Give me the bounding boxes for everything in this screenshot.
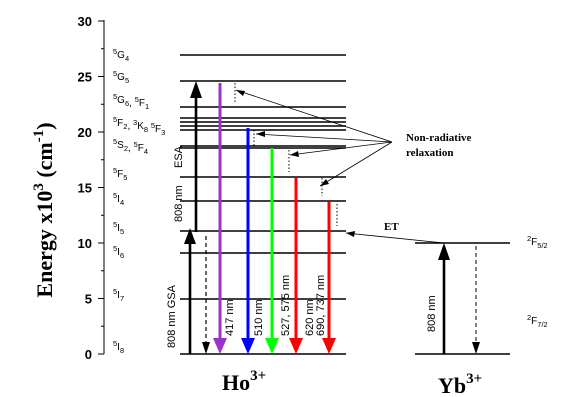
yb-return-arrowhead: [472, 342, 480, 354]
gsa-arrowhead: [184, 228, 196, 244]
et-arrow: [345, 232, 445, 244]
pointer-head: [236, 90, 245, 96]
nonrad-pointer-heads: [236, 90, 329, 186]
esa-wavelength-label: 808 nm: [173, 185, 185, 222]
yb-lower-term: 2F7/2: [527, 313, 548, 329]
y-tick-label: 30: [78, 14, 92, 29]
ho-energy-levels: [180, 54, 346, 355]
esa-arrowhead: [190, 81, 202, 98]
ho-level-label: 5I4: [113, 191, 124, 207]
emission-arrowhead: [241, 338, 255, 354]
y-tick-label: 25: [78, 70, 92, 85]
nonrad-pointer: [255, 133, 393, 143]
yb-ion-label: Yb3+: [438, 371, 482, 397]
esa-label: ESA: [173, 145, 185, 168]
nonrad-pointers: [235, 89, 393, 187]
ho-level-label: 5F2, 3K8 5F3: [113, 115, 165, 137]
ho-level-label: 5F5: [113, 166, 127, 182]
emission-arrowhead: [265, 338, 279, 354]
y-tick-label: 20: [78, 125, 92, 140]
emission-arrowhead: [289, 338, 303, 354]
yb-upper-term: 2F5/2: [527, 234, 548, 250]
emission-arrows: 417 nm 510 nm 527, 575 nm 620 nm 690, 737 nm: [213, 83, 336, 354]
ho-level-label: 5S2, 5F4: [113, 137, 148, 156]
ho-level-label: 5G6, 5F1: [113, 92, 149, 111]
emission-label: 690, 737 nm: [315, 275, 327, 336]
emission-label: 417 nm: [224, 299, 236, 336]
emission-label: 527, 575 nm: [280, 275, 292, 336]
et-label: ET: [384, 221, 399, 233]
nonrad-label-line1: Non-radiative: [406, 132, 472, 144]
y-axis-ticks: 0 5 10 15 20 25 30: [78, 14, 104, 362]
emission-label: 620 nm: [304, 299, 316, 336]
gsa-label: 808 nm GSA: [166, 284, 178, 348]
emission-label: 510 nm: [253, 299, 265, 336]
ho-level-label: 5G5: [113, 69, 129, 85]
nonradiative-steps: [234, 83, 338, 226]
pointer-head: [256, 131, 265, 137]
y-tick-label: 5: [85, 292, 92, 307]
ho-ion-label: Ho3+: [222, 368, 266, 395]
pointer-head: [320, 179, 329, 186]
ho-level-label: 5I8: [113, 339, 124, 355]
ho-level-label: 5I5: [113, 220, 124, 236]
ho-level-label: 5I7: [113, 287, 124, 303]
emission-arrowhead: [213, 338, 227, 354]
nonrad-pointer: [319, 141, 393, 187]
ho-level-label: 5I6: [113, 244, 124, 260]
gsa-return-arrowhead: [202, 342, 210, 354]
yb-pump-arrowhead: [438, 243, 450, 260]
nonrad-pointer: [235, 89, 393, 143]
nonrad-pointer: [289, 141, 393, 156]
y-tick-label: 15: [78, 181, 92, 196]
nonrad-label-line2: relaxation: [406, 147, 453, 159]
et-arrowhead: [346, 231, 355, 237]
y-tick-label: 10: [78, 236, 92, 251]
emission-arrowhead: [322, 338, 336, 354]
ho-level-label: 5G4: [113, 47, 129, 63]
pointer-head: [290, 151, 299, 157]
yb-pump-label: 808 nm: [426, 295, 438, 332]
y-tick-label: 0: [85, 347, 92, 362]
y-axis-title: Energy x103 (cm-1): [31, 122, 57, 297]
